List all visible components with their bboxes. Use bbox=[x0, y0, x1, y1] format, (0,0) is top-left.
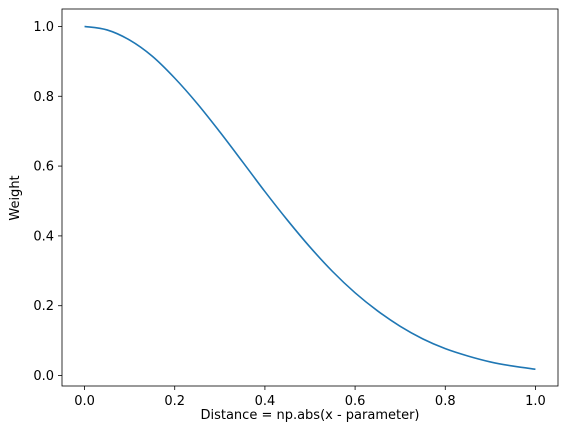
y-tick-label: 0.0 bbox=[33, 369, 54, 384]
y-axis-ticks: 0.0 0.2 0.4 0.6 0.8 1.0 bbox=[33, 20, 62, 384]
y-tick-label: 0.4 bbox=[33, 229, 54, 244]
y-axis-label: Weight bbox=[8, 175, 23, 220]
y-tick-label: 0.6 bbox=[33, 160, 54, 175]
x-tick-label: 0.2 bbox=[164, 394, 185, 409]
y-tick-label: 0.2 bbox=[33, 299, 54, 314]
y-tick-label: 1.0 bbox=[33, 20, 54, 35]
x-tick-label: 0.4 bbox=[255, 394, 276, 409]
x-axis-ticks: 0.0 0.2 0.4 0.6 0.8 1.0 bbox=[74, 386, 546, 409]
x-tick-label: 1.0 bbox=[525, 394, 546, 409]
y-tick-label: 0.8 bbox=[33, 90, 54, 105]
plot-area bbox=[61, 8, 559, 387]
x-tick-label: 0.0 bbox=[74, 394, 95, 409]
x-tick-label: 0.6 bbox=[345, 394, 366, 409]
x-tick-label: 0.8 bbox=[435, 394, 456, 409]
x-axis-label: Distance = np.abs(x - parameter) bbox=[200, 408, 419, 423]
series-line bbox=[84, 25, 536, 371]
